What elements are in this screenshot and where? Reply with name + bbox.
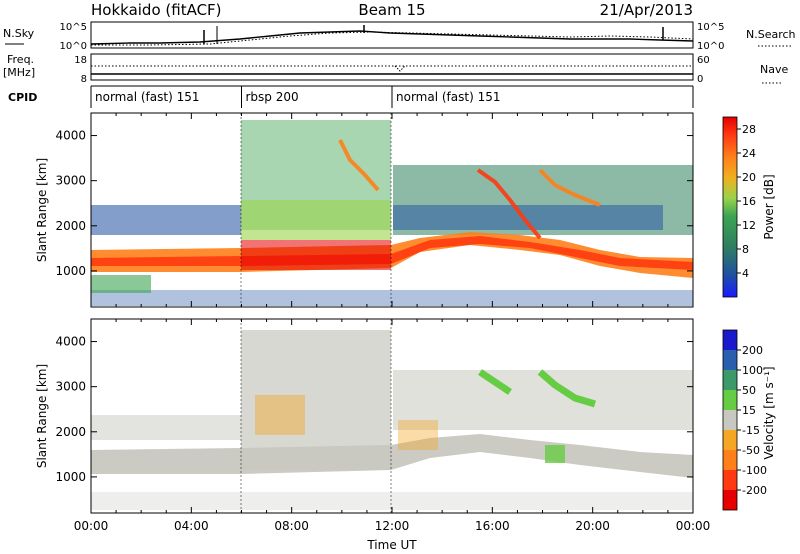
velocity-cbar-block xyxy=(723,410,737,430)
velocity-orange-1 xyxy=(255,395,305,435)
x-tick-label: 16:00 xyxy=(475,519,510,533)
power-streak-3 xyxy=(538,168,601,207)
y-tick-label: 4000 xyxy=(55,335,86,349)
noise-panel-frame xyxy=(90,21,694,49)
noise-left-tick-top: 10^5 xyxy=(60,22,87,33)
power-ground-low xyxy=(91,290,693,306)
noise-search-line xyxy=(91,31,694,46)
velocity-cbar-block xyxy=(723,330,737,350)
velocity-cbar-tick-label: -15 xyxy=(742,424,760,437)
freq-left-tick-top: 18 xyxy=(74,55,87,66)
velocity-left-grey xyxy=(91,415,241,440)
power-cbar-tick-label: 24 xyxy=(742,147,756,160)
velocity-green-streak-2 xyxy=(537,369,597,408)
power-cbar-tick-label: 8 xyxy=(742,243,749,256)
cpid-panel: CPID normal (fast) 151 rbsp 200 normal (fa… xyxy=(8,85,694,108)
power-heatmap xyxy=(91,120,693,306)
date-title: 21/Apr/2013 xyxy=(600,1,693,19)
freq-label-line1: Freq. xyxy=(7,53,34,66)
x-tick-label: 12:00 xyxy=(375,519,410,533)
power-streak-1 xyxy=(338,139,380,192)
x-tick-label: 00:00 xyxy=(676,519,711,533)
x-tick-label: 04:00 xyxy=(174,519,209,533)
power-ylabel: Slant Range [km] xyxy=(35,158,49,262)
velocity-cbar-tick-label: -50 xyxy=(742,444,760,457)
freq-label-line2: [MHz] xyxy=(3,66,35,79)
velocity-cbar-block xyxy=(723,470,737,490)
velocity-green-patch xyxy=(545,445,565,463)
power-cbar-tick-label: 16 xyxy=(742,195,756,208)
noise-right-tick-bottom: 10^0 xyxy=(697,41,724,52)
power-cbar-tick-label: 12 xyxy=(742,219,756,232)
power-streak-2 xyxy=(476,168,542,240)
power-panel: Slant Range [km] 1000 2000 3000 4000 28 24 20… xyxy=(35,112,776,308)
freq-panel: Freq. [MHz] 18 8 60 0 Nave xyxy=(3,53,788,85)
power-cbar-tick-label: 28 xyxy=(742,123,756,136)
velocity-cbar-tick-label: 50 xyxy=(742,384,756,397)
noise-left-tick-bottom: 10^0 xyxy=(60,41,87,52)
noise-right-tick-top: 10^5 xyxy=(697,22,724,33)
noise-right-label: N.Search xyxy=(746,28,796,41)
y-tick-label: 3000 xyxy=(55,174,86,188)
y-tick-label: 2000 xyxy=(55,425,86,439)
beam-title: Beam 15 xyxy=(358,1,425,19)
velocity-ground-band xyxy=(91,434,693,478)
velocity-rbsp-grey xyxy=(241,330,391,470)
y-tick-label: 1000 xyxy=(55,264,86,278)
velocity-heatmap xyxy=(91,330,693,510)
x-tick-label: 00:00 xyxy=(74,519,109,533)
power-lower-left xyxy=(91,275,151,293)
freq-panel-frame xyxy=(90,53,694,81)
power-cbar-tick-label: 20 xyxy=(742,171,756,184)
noise-left-label: N.Sky xyxy=(3,27,35,40)
freq-right-tick-top: 60 xyxy=(697,55,710,66)
cpid-segment-label: rbsp 200 xyxy=(246,90,299,104)
velocity-cbar-block xyxy=(723,370,737,390)
velocity-colorbar-label: Velocity [m s⁻¹] xyxy=(762,366,776,459)
x-tick-label: 20:00 xyxy=(575,519,610,533)
cpid-segment-label: normal (fast) 151 xyxy=(396,90,500,104)
freq-right-tick-bottom: 0 xyxy=(697,74,703,85)
velocity-green-streak-1 xyxy=(478,369,512,395)
noise-sky-line xyxy=(90,30,694,45)
velocity-right-grey xyxy=(393,370,693,430)
y-tick-label: 2000 xyxy=(55,219,86,233)
velocity-cbar-tick-label: 200 xyxy=(742,344,763,357)
y-tick-label: 1000 xyxy=(55,470,86,484)
x-axis-label: Time UT xyxy=(366,538,417,552)
noise-panel: N.Sky 10^5 10^0 10^5 10^0 N.Search xyxy=(3,21,796,52)
velocity-orange-2 xyxy=(398,420,438,450)
velocity-cbar-tick-label: -100 xyxy=(742,464,767,477)
nave-dip xyxy=(394,65,406,72)
velocity-cbar-tick-label: 100 xyxy=(742,364,763,377)
station-title: Hokkaido (fitACF) xyxy=(91,1,222,19)
power-cbar-tick-label: 4 xyxy=(742,267,749,280)
velocity-cbar-block xyxy=(723,390,737,410)
velocity-cbar-tick-label: -200 xyxy=(742,484,767,497)
power-colorbar-label: Power [dB] xyxy=(762,174,776,239)
velocity-cbar-block xyxy=(723,430,737,450)
power-rbsp-red xyxy=(241,240,391,270)
freq-left-tick-bottom: 8 xyxy=(81,74,87,85)
power-patch-upper-left xyxy=(91,205,241,235)
y-tick-label: 3000 xyxy=(55,380,86,394)
freq-right-label: Nave xyxy=(760,63,788,76)
velocity-ylabel: Slant Range [km] xyxy=(35,364,49,468)
velocity-cbar-block xyxy=(723,350,737,370)
velocity-cbar-block xyxy=(723,450,737,470)
cpid-segment-label: normal (fast) 151 xyxy=(95,90,199,104)
power-patch-rbsp-high xyxy=(241,200,391,240)
y-tick-label: 4000 xyxy=(55,129,86,143)
velocity-cbar-tick-label: 15 xyxy=(742,404,756,417)
velocity-panel: Slant Range [km] 1000 2000 3000 4000 200 100… xyxy=(35,318,776,514)
velocity-cbar-frame xyxy=(722,329,738,511)
power-colorbar xyxy=(722,116,738,298)
velocity-cbar-block xyxy=(723,490,737,510)
cpid-label: CPID xyxy=(8,91,37,104)
x-tick-label: 08:00 xyxy=(274,519,309,533)
velocity-ground-low xyxy=(91,492,693,510)
